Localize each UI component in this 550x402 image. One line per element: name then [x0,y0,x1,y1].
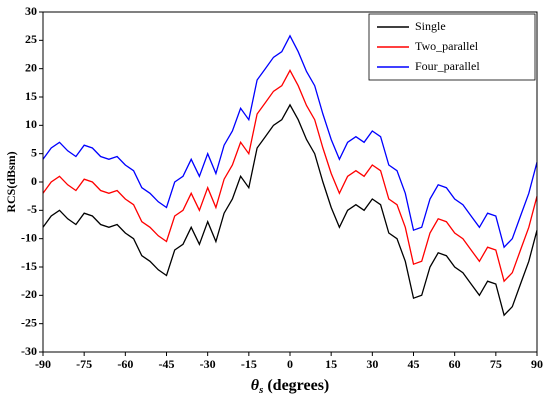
x-tick-label: 60 [449,357,461,371]
y-tick-label: -5 [27,202,37,216]
x-tick-label: -15 [241,357,257,371]
plot-frame [42,11,538,353]
x-label-rest: (degrees) [267,377,329,394]
y-tick-label: 5 [31,145,37,159]
y-tick-label: 20 [25,60,37,74]
x-tick-label: 30 [366,357,378,371]
y-tick-label: 15 [25,89,37,103]
x-label-symbol: θ [251,377,260,394]
y-tick-label: 25 [25,32,37,46]
y-tick-label: -20 [21,287,37,301]
x-tick-label: -60 [117,357,133,371]
x-tick-label: -45 [159,357,175,371]
x-tick-label: 90 [531,357,543,371]
y-tick-label: 0 [31,174,37,188]
y-tick-label: -30 [21,344,37,358]
x-tick-label: 0 [287,357,293,371]
y-tick-label: 10 [25,117,37,131]
y-tick-label: 30 [25,4,37,18]
x-tick-label: 45 [408,357,420,371]
y-tick-label: -25 [21,315,37,329]
y-tick-label: -10 [21,230,37,244]
y-tick-label: -15 [21,259,37,273]
legend-label: Single [415,19,446,33]
series-line [42,34,538,249]
x-tick-label: 75 [490,357,502,371]
x-axis-label: θs (degrees) [251,377,330,396]
legend-label: Two_parallel [415,39,479,53]
series-line [42,69,538,283]
x-tick-label: -75 [76,357,92,371]
x-tick-label: 15 [325,357,337,371]
x-tick-label: -90 [35,357,51,371]
series-line [42,103,538,317]
y-axis-label: RCS(dBsm) [4,151,18,212]
x-tick-label: -30 [200,357,216,371]
x-label-sub: s [258,384,263,396]
legend-label: Four_parallel [415,59,480,73]
